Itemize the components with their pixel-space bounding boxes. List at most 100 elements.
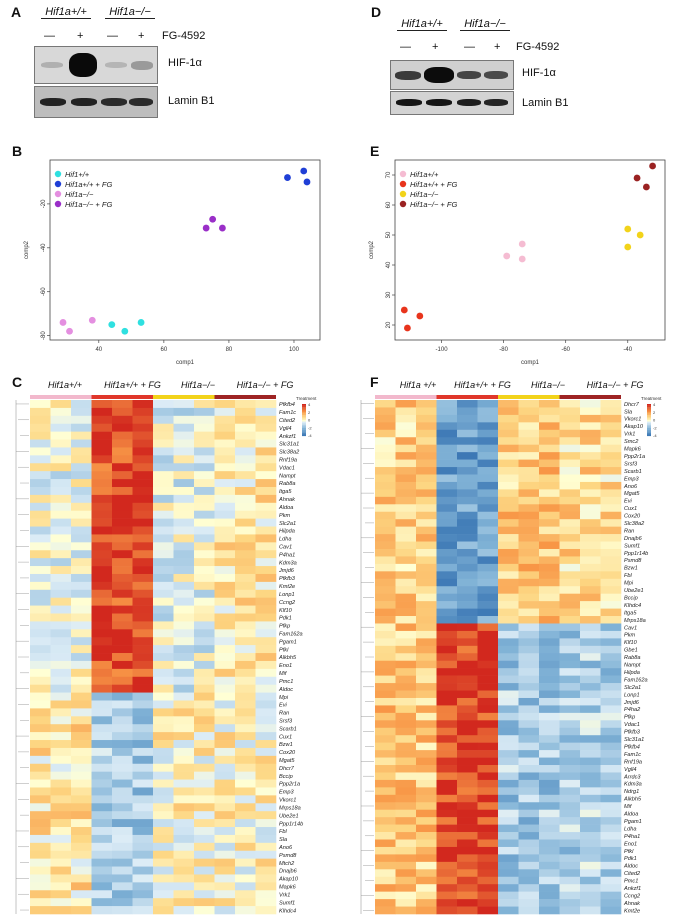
heatmap-cell	[173, 605, 195, 614]
heatmap-cell	[91, 637, 113, 646]
heatmap-cell	[436, 668, 458, 676]
heatmap-cell	[71, 732, 92, 741]
heatmap-cell	[457, 548, 478, 557]
heatmap-cell	[173, 447, 195, 456]
heatmap-cell	[132, 447, 154, 456]
heatmap-cell	[153, 629, 174, 638]
heatmap-cell	[395, 601, 417, 609]
heatmap-cell	[50, 866, 72, 875]
legend-swatch	[647, 421, 651, 424]
heatmap-cell	[436, 712, 458, 721]
heatmap-cell	[255, 668, 277, 678]
heatmap-cell	[255, 573, 277, 583]
heatmap-cell	[559, 735, 581, 743]
heatmap-cell	[235, 700, 256, 709]
heatmap-cell	[375, 891, 396, 900]
heatmap-cell	[600, 467, 622, 475]
heatmap-cell	[436, 444, 458, 453]
heatmap-cell	[457, 809, 478, 818]
heatmap-cell	[375, 683, 396, 691]
legend-swatch	[647, 431, 651, 433]
legend-swatch	[647, 415, 651, 417]
heatmap-cell	[30, 684, 51, 693]
heatmap-cell	[600, 556, 622, 565]
heatmap-cell	[498, 578, 519, 587]
heatmap-cell	[91, 803, 113, 812]
heatmap-cell	[600, 861, 622, 870]
heatmap-cell	[436, 765, 458, 773]
heatmap-cell	[173, 558, 195, 567]
heatmap-cell	[559, 511, 581, 520]
heatmap-cell	[559, 541, 581, 550]
data-point	[66, 327, 73, 335]
heatmap-cell	[71, 787, 92, 796]
heatmap-cell	[600, 400, 622, 408]
heatmap-cell	[112, 526, 133, 535]
heatmap-cell	[580, 601, 601, 609]
heatmap-cell	[235, 455, 256, 464]
heatmap-cell	[91, 795, 113, 804]
heatmap-cell	[235, 795, 256, 804]
data-point	[400, 306, 408, 314]
legend-swatch	[647, 407, 651, 409]
heatmap-cell	[91, 573, 113, 583]
heatmap-cell	[559, 489, 581, 498]
heatmap-cell	[457, 481, 478, 490]
heatmap-cell	[153, 882, 174, 891]
heatmap-cell	[30, 882, 51, 891]
heatmap-cell	[580, 578, 601, 587]
panel-label-d: D	[371, 4, 382, 20]
gene-label: Alkbh5	[278, 655, 297, 661]
legend-label: Hif1a+/+ + FG	[410, 180, 457, 189]
x-tick-label: 100	[289, 347, 300, 353]
heatmap-cell	[498, 467, 519, 475]
gene-label: Ube2e1	[279, 813, 299, 819]
heatmap-cell	[498, 534, 519, 542]
heatmap-cell	[375, 899, 396, 907]
heatmap-cell	[112, 811, 133, 820]
heatmap-cell	[395, 563, 417, 572]
heatmap-cell	[375, 705, 396, 714]
heatmap-cell	[50, 621, 72, 630]
heatmap-cell	[375, 556, 396, 565]
gene-label: Lonp1	[279, 592, 295, 598]
heatmap-cell	[600, 519, 622, 527]
treatment-bar-segment	[214, 395, 276, 399]
heatmap-cell	[214, 605, 236, 614]
heatmap-cell	[375, 548, 396, 557]
heatmap-cell	[477, 616, 499, 624]
heatmap-cell	[477, 906, 499, 915]
heatmap-cell	[194, 637, 215, 646]
heatmap-cell	[539, 638, 560, 647]
heatmap-cell	[416, 541, 437, 550]
heatmap-cell	[30, 732, 51, 741]
heatmap-cell	[395, 653, 417, 662]
heatmap-cell	[580, 869, 601, 878]
heatmap-cell	[600, 846, 622, 855]
heatmap-cell	[518, 489, 540, 498]
heatmap-cell	[112, 502, 133, 512]
heatmap-cell	[132, 605, 154, 614]
heatmap-cell	[477, 832, 499, 840]
heatmap-cell	[436, 429, 458, 438]
heatmap-cell	[255, 605, 277, 614]
heatmap-cell	[112, 455, 133, 464]
heatmap-cell	[112, 486, 133, 496]
heatmap-f: Dhcr7SlaVkorc1Akap10Vrk1Smc2Mapk6Ppp2r1a…	[360, 395, 662, 915]
heatmap-cell	[50, 471, 72, 480]
heatmap-cell	[436, 720, 458, 729]
heatmap-cell	[112, 724, 133, 733]
heatmap-cell	[559, 809, 581, 818]
heatmap-cell	[91, 400, 113, 409]
heatmap-cell	[395, 839, 417, 848]
heatmap-cell	[153, 637, 174, 646]
heatmap-cell	[600, 690, 622, 699]
heatmap-cell	[580, 414, 601, 423]
heatmap-cell	[214, 471, 236, 480]
heatmap-cell	[91, 692, 113, 701]
heatmap-cell	[518, 683, 540, 691]
heatmap-cell	[153, 676, 174, 685]
gene-label: Sumf1	[279, 900, 295, 906]
heatmap-cell	[477, 839, 499, 848]
heatmap-cell	[214, 716, 236, 725]
